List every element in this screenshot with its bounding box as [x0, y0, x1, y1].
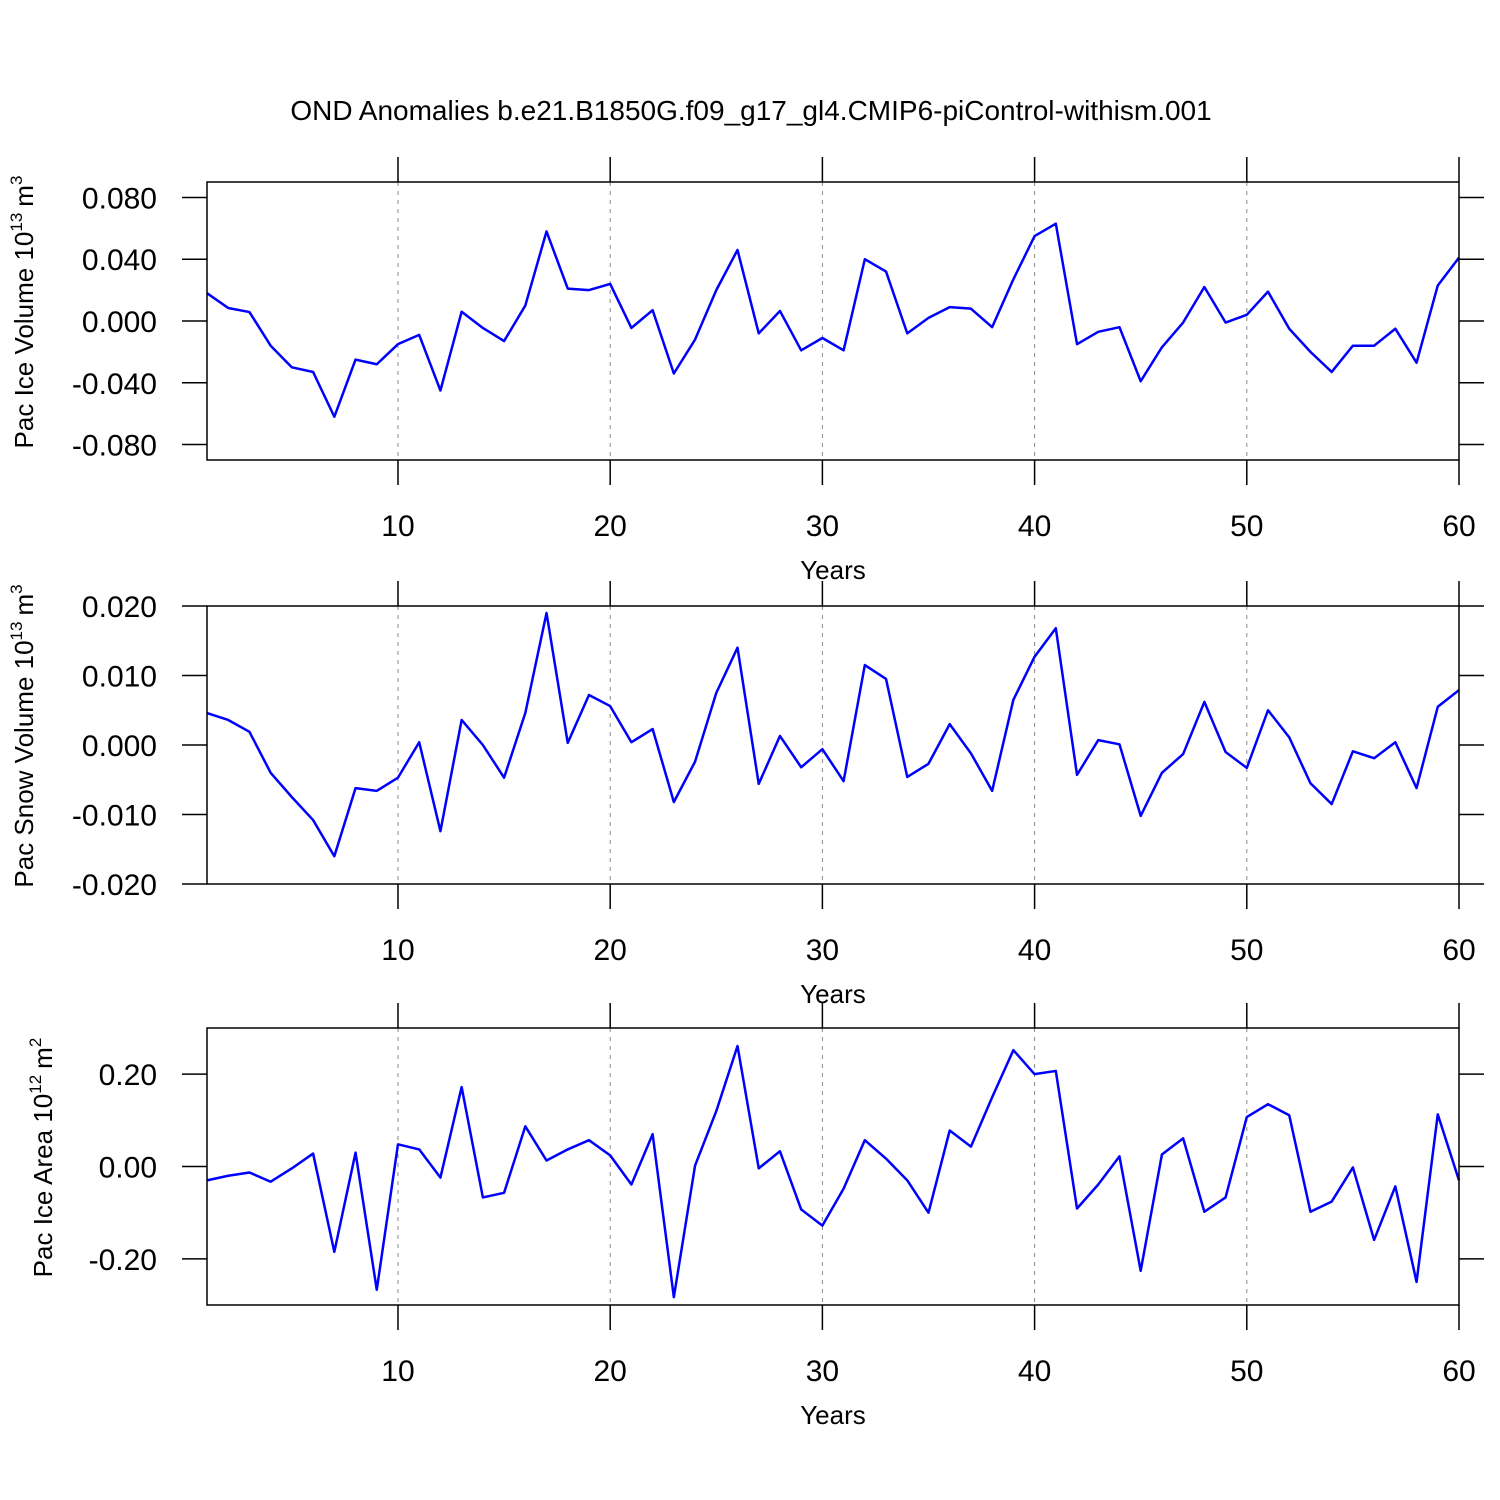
y-axis-label-part: m — [28, 1047, 58, 1069]
y-tick-label: -0.010 — [72, 800, 157, 833]
data-line — [206, 222, 1460, 419]
x-tick-label: 40 — [1018, 1355, 1051, 1388]
y-tick-label: 0.000 — [82, 306, 157, 339]
y-axis-label-part: m — [9, 185, 39, 207]
y-tick-label: -0.080 — [72, 430, 157, 463]
y-axis-label-part: Pac Ice Volume 10 — [9, 232, 39, 449]
x-tick-label: 60 — [1442, 934, 1475, 967]
x-tick-label: 50 — [1230, 934, 1263, 967]
plot-frame — [206, 605, 1460, 885]
y-axis-label-exponent: 12 — [26, 1075, 45, 1094]
x-tick-label: 40 — [1018, 934, 1051, 967]
y-axis-label-exponent: 3 — [7, 176, 26, 185]
x-tick-label: 50 — [1230, 1355, 1263, 1388]
x-tick-label: 50 — [1230, 510, 1263, 543]
y-tick-label: -0.20 — [89, 1244, 157, 1277]
x-axis-label: Years — [800, 979, 866, 1009]
x-tick-label: 20 — [593, 934, 626, 967]
y-tick-label: 0.010 — [82, 661, 157, 694]
plot-frame — [206, 181, 1460, 461]
y-axis-label-exponent: 3 — [7, 584, 26, 593]
x-axis-label: Years — [800, 1400, 866, 1430]
figure-title: OND Anomalies b.e21.B1850G.f09_g17_gl4.C… — [290, 95, 1211, 126]
y-tick-label: 0.20 — [99, 1059, 157, 1092]
x-tick-label: 40 — [1018, 510, 1051, 543]
y-tick-label: -0.020 — [72, 869, 157, 902]
x-tick-label: 10 — [381, 510, 414, 543]
y-axis-label-part: Pac Ice Area 10 — [28, 1094, 58, 1278]
data-line — [206, 1044, 1461, 1299]
plot-frame — [206, 1027, 1460, 1306]
y-tick-label: -0.040 — [72, 368, 157, 401]
y-axis-label-exponent: 13 — [7, 213, 26, 232]
y-tick-label: 0.00 — [99, 1152, 157, 1185]
y-axis-label-exponent: 2 — [26, 1038, 45, 1047]
x-tick-label: 20 — [593, 510, 626, 543]
y-axis-label: Pac Ice Volume 1013 m3 — [7, 176, 39, 449]
x-tick-label: 10 — [381, 1355, 414, 1388]
y-axis-label: Pac Ice Area 1012 m2 — [26, 1038, 58, 1278]
x-tick-label: 60 — [1442, 510, 1475, 543]
data-line — [206, 611, 1460, 858]
x-axis-label: Years — [800, 555, 866, 585]
x-tick-label: 30 — [806, 1355, 839, 1388]
y-axis-label-exponent: 13 — [7, 622, 26, 641]
y-axis-label: Pac Snow Volume 1013 m3 — [7, 584, 39, 887]
y-axis-label-part: m — [9, 594, 39, 616]
x-tick-label: 10 — [381, 934, 414, 967]
y-tick-label: 0.080 — [82, 182, 157, 215]
y-tick-label: 0.000 — [82, 730, 157, 763]
x-tick-label: 20 — [593, 1355, 626, 1388]
x-tick-label: 30 — [806, 934, 839, 967]
x-tick-label: 60 — [1442, 1355, 1475, 1388]
y-tick-label: 0.040 — [82, 244, 157, 277]
y-tick-label: 0.020 — [82, 591, 157, 624]
y-axis-label-part: Pac Snow Volume 10 — [9, 640, 39, 887]
x-tick-label: 30 — [806, 510, 839, 543]
